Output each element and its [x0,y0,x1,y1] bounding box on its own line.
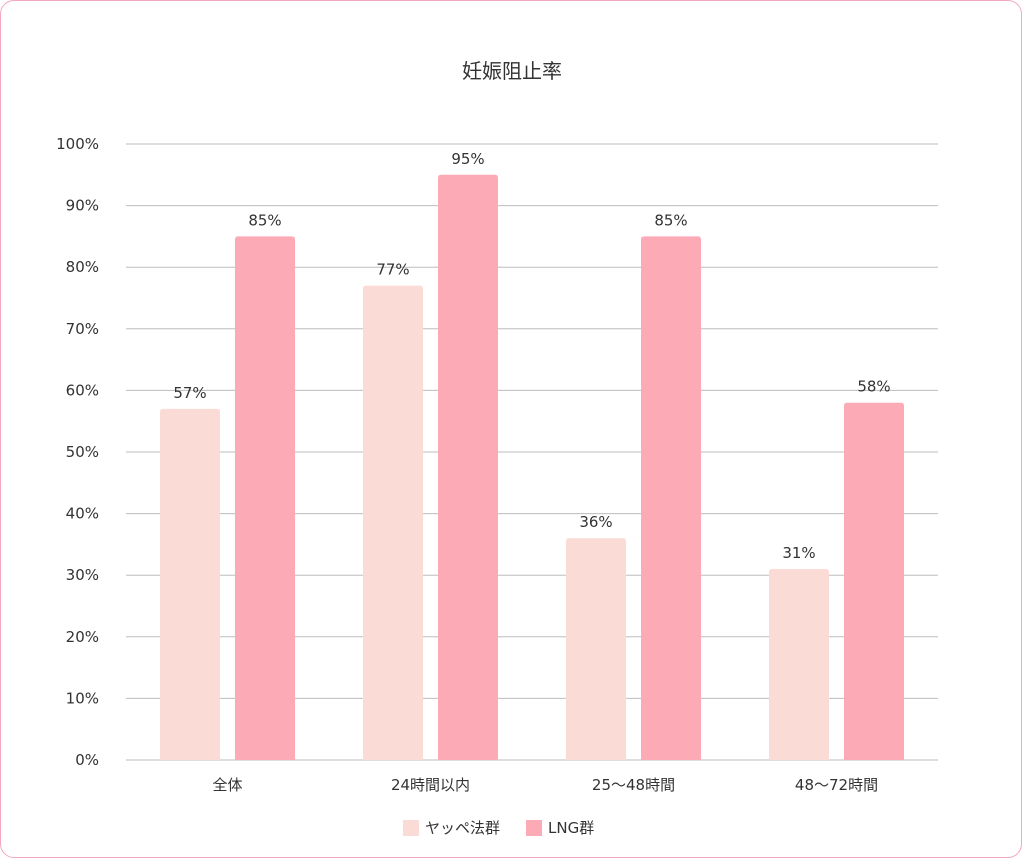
y-tick-label: 70% [66,320,99,338]
legend-swatch [526,820,543,836]
bar-series-2 [235,236,295,760]
data-label: 57% [173,384,206,402]
bar-series-2 [641,236,701,760]
chart-title: 妊娠阻止率 [462,59,562,83]
bar-series-1 [566,538,626,760]
y-tick-label: 60% [66,381,99,399]
data-labels: 57% 85% 77% 95% 36% 85% 31% 58% [173,150,890,562]
x-category-label: 48～72時間 [795,776,878,794]
bar-series-1 [160,408,220,760]
y-tick-label: 100% [56,135,99,153]
y-tick-label: 50% [66,443,99,461]
bars [160,174,904,761]
y-axis-ticks: 0% 10% 20% 30% 40% 50% 60% 70% 80% 90% 100% [56,135,99,769]
bar-series-1 [769,569,829,760]
x-category-label: 24時間以内 [391,776,470,794]
bar-series-2 [438,174,498,761]
legend-swatch [403,820,419,836]
legend-label: ヤッペ法群 [425,819,500,837]
y-tick-label: 10% [66,689,99,707]
data-label: 85% [654,211,687,229]
y-tick-label: 0% [75,751,99,769]
legend: ヤッペ法群 LNG群 [403,819,594,837]
data-label: 85% [248,211,281,229]
data-label: 58% [857,378,890,396]
data-label: 77% [376,261,409,279]
bar-series-1 [363,285,423,760]
data-label: 95% [451,150,484,168]
legend-label: LNG群 [548,819,594,837]
bar-series-2 [844,402,904,760]
x-axis-categories: 全体 24時間以内 25～48時間 48～72時間 [212,776,878,794]
y-tick-label: 30% [66,566,99,584]
y-tick-label: 20% [66,628,99,646]
x-category-label: 全体 [212,776,242,794]
x-category-label: 25～48時間 [592,776,675,794]
y-tick-label: 80% [66,258,99,276]
data-label: 36% [579,513,612,531]
y-tick-label: 40% [66,505,99,523]
data-label: 31% [782,544,815,562]
y-tick-label: 90% [66,197,99,215]
